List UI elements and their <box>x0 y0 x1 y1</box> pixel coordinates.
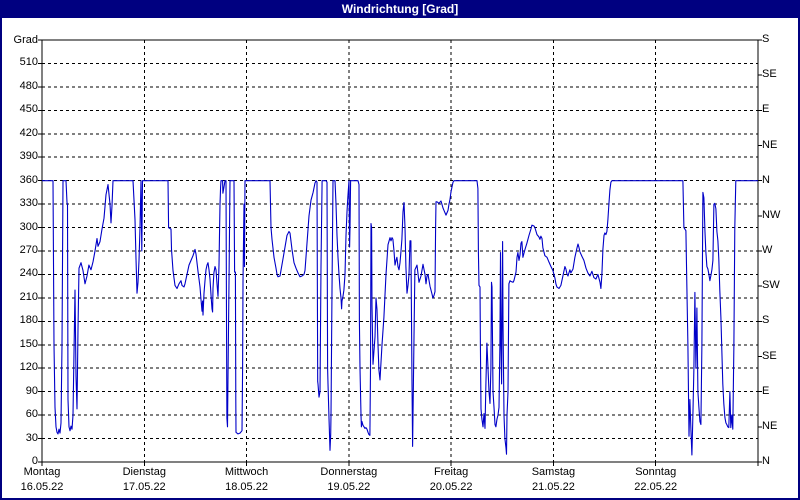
x-axis-date-label: 21.05.22 <box>532 481 575 493</box>
x-axis-day-label: Samstag <box>531 466 576 478</box>
y-axis-tick-label: 0 <box>31 455 38 467</box>
y-axis-tick-label: 120 <box>19 361 38 374</box>
y-axis-tick-label: 240 <box>19 267 38 280</box>
y-axis-tick-label: 360 <box>19 173 38 186</box>
x-axis-day-label: Sonntag <box>635 466 677 478</box>
compass-tick-label: N <box>762 173 770 186</box>
compass-tick-label: NE <box>762 419 778 432</box>
y-axis-tick-label: 510 <box>19 56 38 69</box>
y-axis-tick-label: 390 <box>19 150 38 163</box>
compass-tick-label: NE <box>762 138 778 151</box>
y-axis-tick-label: 90 <box>25 384 38 397</box>
y-axis-tick-label: 180 <box>19 314 38 327</box>
y-axis-tick-label: 30 <box>25 431 38 444</box>
compass-tick-label: SE <box>762 68 777 81</box>
x-axis-date-label: 17.05.22 <box>122 481 166 493</box>
y-axis-tick-label: 420 <box>19 126 38 139</box>
y-axis-tick-label: 330 <box>19 197 38 210</box>
x-axis-day-label: Freitag <box>434 466 469 478</box>
compass-tick-label: SW <box>762 279 780 292</box>
compass-tick-label: W <box>762 244 773 256</box>
x-axis-day-label: Montag <box>23 466 61 478</box>
y-axis-tick-label: 450 <box>19 103 38 116</box>
compass-tick-label: SE <box>762 349 777 362</box>
x-axis-date-label: 19.05.22 <box>327 481 371 493</box>
y-axis-tick-label: 150 <box>19 337 38 350</box>
window-title-bar: Windrichtung [Grad] <box>0 0 800 18</box>
y-axis-unit-label: Grad <box>13 34 38 46</box>
window-title: Windrichtung [Grad] <box>341 2 459 16</box>
y-axis-tick-label: 270 <box>19 244 38 256</box>
compass-tick-label: E <box>762 103 770 116</box>
y-axis-tick-label: 60 <box>25 408 38 421</box>
compass-tick-label: N <box>762 455 770 467</box>
x-axis-date-label: 22.05.22 <box>634 481 678 493</box>
compass-tick-label: E <box>762 384 770 397</box>
y-axis-tick-label: 480 <box>19 79 38 92</box>
wind-direction-plot <box>38 39 762 466</box>
y-axis-tick-label: 300 <box>19 220 38 233</box>
x-axis-date-label: 18.05.22 <box>225 481 268 493</box>
compass-tick-label: S <box>762 33 770 45</box>
y-axis-tick-label: 210 <box>19 290 38 303</box>
x-axis-date-label: 16.05.22 <box>20 481 64 493</box>
x-axis-day-label: Dienstag <box>122 466 166 478</box>
x-axis-day-label: Donnerstag <box>320 466 378 478</box>
x-axis-date-label: 20.05.22 <box>429 481 473 493</box>
compass-tick-label: S <box>762 314 770 327</box>
compass-tick-label: NW <box>762 208 781 221</box>
x-axis-day-label: Mittwoch <box>224 466 269 478</box>
